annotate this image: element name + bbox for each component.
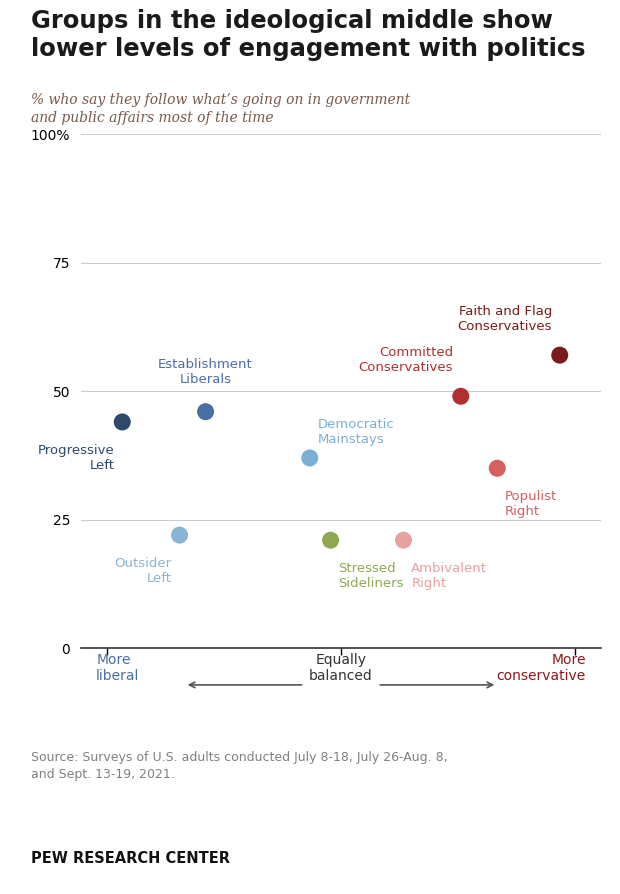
Text: More
conservative: More conservative <box>497 653 586 683</box>
Point <box>305 451 315 465</box>
Text: Faith and Flag
Conservatives: Faith and Flag Conservatives <box>458 305 552 333</box>
Point <box>492 461 502 476</box>
Point <box>175 527 185 542</box>
Text: More
liberal: More liberal <box>96 653 140 683</box>
Point <box>117 415 127 429</box>
Point <box>399 533 409 547</box>
Point <box>555 348 565 362</box>
Text: Establishment
Liberals: Establishment Liberals <box>158 358 253 386</box>
Point <box>456 389 466 403</box>
Point <box>326 533 335 547</box>
Point <box>201 404 211 418</box>
Text: Source: Surveys of U.S. adults conducted July 8-18, July 26-Aug. 8,
and Sept. 13: Source: Surveys of U.S. adults conducted… <box>31 751 448 781</box>
Text: Progressive
Left: Progressive Left <box>38 444 115 472</box>
Text: PEW RESEARCH CENTER: PEW RESEARCH CENTER <box>31 851 230 865</box>
Text: Groups in the ideological middle show
lower levels of engagement with politics: Groups in the ideological middle show lo… <box>31 9 585 61</box>
Text: Committed
Conservatives: Committed Conservatives <box>358 346 453 375</box>
Text: Ambivalent
Right: Ambivalent Right <box>411 562 487 590</box>
Text: Stressed
Sideliners: Stressed Sideliners <box>339 562 404 590</box>
Text: % who say they follow what’s going on in government
and public affairs most of t: % who say they follow what’s going on in… <box>31 94 410 125</box>
Text: Outsider
Left: Outsider Left <box>115 557 172 585</box>
Text: Equally
balanced: Equally balanced <box>309 653 373 683</box>
Text: Populist
Right: Populist Right <box>505 490 557 519</box>
Text: Democratic
Mainstays: Democratic Mainstays <box>317 418 394 446</box>
